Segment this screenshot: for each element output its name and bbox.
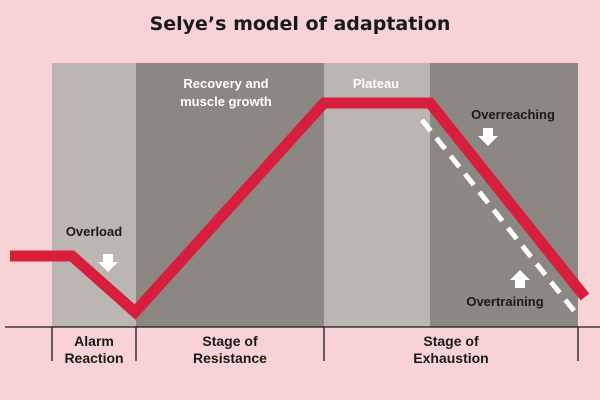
exhaustion-stage-label-line1: Stage of: [423, 333, 479, 349]
recovery-label-line2: muscle growth: [180, 94, 272, 109]
alarm-reaction-panel: [52, 63, 136, 327]
alarm-stage-label-line2: Reaction: [64, 350, 123, 366]
arrow-up-icon: [510, 270, 530, 288]
overtraining-label: Overtraining: [466, 294, 543, 309]
overload-label: Overload: [66, 224, 122, 239]
diagram-title: Selye’s model of adaptation: [150, 13, 451, 35]
alarm-stage-label-line1: Alarm: [74, 333, 114, 349]
plateau-label: Plateau: [353, 76, 399, 91]
arrow-down-icon: [98, 254, 118, 272]
exhaustion-stage-label-line2: Exhaustion: [413, 350, 488, 366]
arrow-down-icon: [478, 128, 498, 146]
recovery-label-line1: Recovery and: [183, 76, 268, 91]
resistance-stage-label-line2: Resistance: [193, 350, 267, 366]
resistance-stage-label-line1: Stage of: [202, 333, 258, 349]
overtraining-dashed-line: [420, 118, 577, 314]
adaptation-curve: [10, 97, 590, 320]
overreaching-label: Overreaching: [471, 107, 555, 122]
